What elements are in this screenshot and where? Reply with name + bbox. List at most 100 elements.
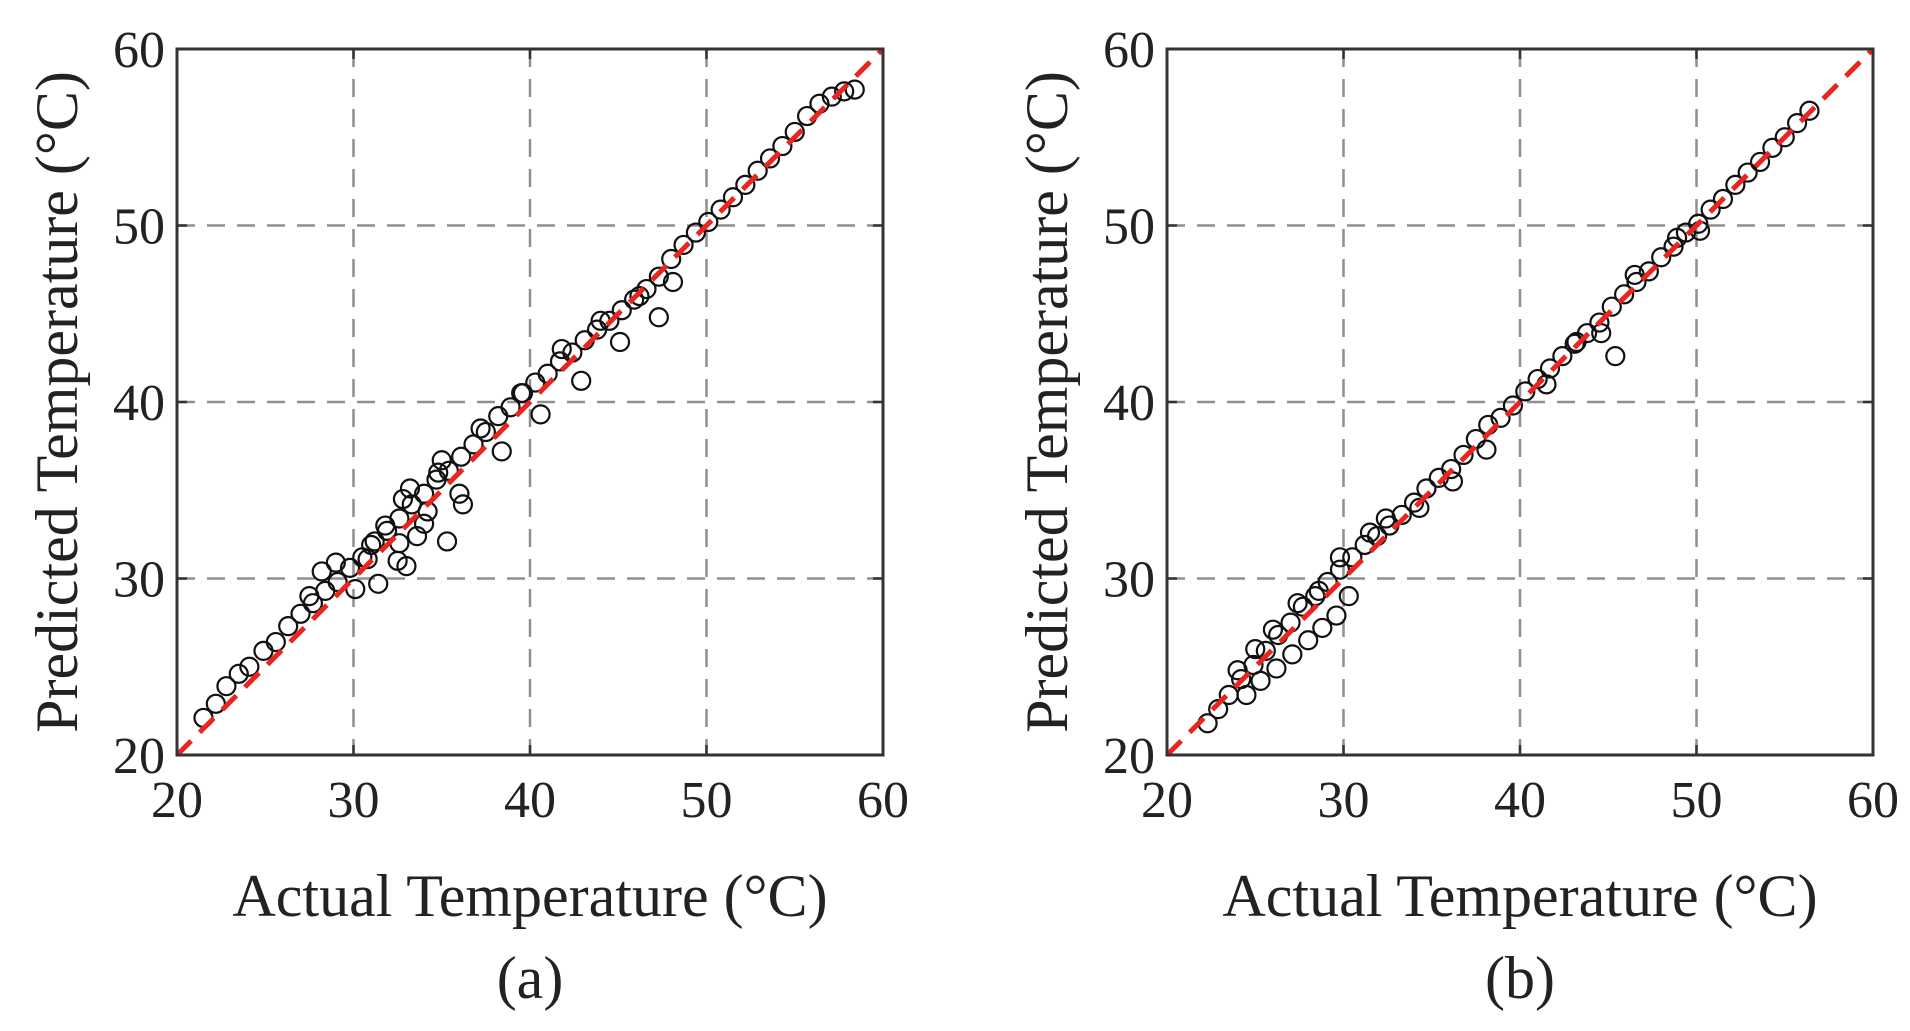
data-point	[311, 561, 332, 582]
x-tick-label: 50	[1671, 772, 1723, 829]
data-point	[511, 383, 532, 404]
data-point	[1626, 271, 1647, 293]
data-point	[698, 211, 719, 233]
data-point	[1208, 699, 1229, 720]
x-tick-label: 30	[1318, 772, 1370, 829]
data-point	[710, 199, 731, 220]
y-tick-label: 30	[113, 552, 165, 609]
data-point	[784, 121, 805, 143]
data-point	[1287, 593, 1308, 614]
data-point	[1651, 247, 1672, 268]
data-point	[1282, 644, 1303, 665]
data-point	[1338, 586, 1359, 607]
data-point	[772, 135, 793, 157]
data-point	[1250, 670, 1271, 691]
data-point	[364, 531, 385, 552]
data-point	[747, 160, 768, 181]
data-point	[399, 478, 421, 499]
y-tick-label: 20	[1103, 728, 1155, 785]
y-tick-label: 20	[113, 728, 165, 785]
reference-line	[1165, 47, 1875, 757]
data-point	[685, 222, 707, 243]
data-point	[1409, 497, 1430, 518]
y-tick-label: 60	[1103, 22, 1155, 79]
data-point	[228, 663, 249, 684]
y-axis-label: Predicted Temperature (°C)	[1014, 71, 1080, 733]
data-point	[1515, 381, 1536, 402]
data-point	[662, 271, 684, 293]
data-point	[392, 488, 414, 510]
data-point	[500, 397, 521, 418]
y-tick-label: 60	[113, 22, 165, 79]
data-point	[1298, 630, 1319, 651]
data-point	[239, 656, 260, 677]
data-point	[1329, 547, 1351, 568]
data-point	[1564, 333, 1585, 354]
chart-b: 20 30 40 50 60 20 30 40 50 60 Actual Temperature (…	[1014, 22, 1899, 1011]
x-tick-label: 20	[151, 772, 203, 829]
x-tick-label: 40	[504, 772, 556, 829]
data-point	[357, 548, 378, 570]
data-point	[551, 338, 572, 360]
x-axis-label: Actual Temperature (°C)	[232, 863, 827, 929]
data-point	[759, 148, 781, 169]
data-point	[1245, 638, 1266, 660]
reference-line	[175, 47, 885, 757]
data-point	[629, 286, 650, 307]
data-point	[1638, 261, 1659, 282]
data-point	[428, 462, 449, 483]
data-point	[1601, 296, 1622, 317]
data-point	[475, 421, 496, 443]
data-point	[599, 310, 620, 331]
data-point	[648, 307, 669, 328]
chart-a: 20 30 40 50 60 20 30 40 50 60 Actual Temperature (…	[24, 22, 909, 1011]
data-point	[1605, 346, 1626, 367]
data-point	[1663, 236, 1684, 257]
data-point	[1403, 492, 1425, 513]
data-point	[1359, 522, 1381, 543]
x-tick-label: 60	[1847, 772, 1899, 829]
chart-caption: (b)	[1485, 945, 1555, 1011]
y-tick-label: 50	[1103, 199, 1155, 256]
data-point	[216, 676, 237, 697]
data-point	[406, 526, 428, 547]
data-point	[1749, 151, 1771, 173]
x-tick-label: 20	[1141, 772, 1193, 829]
chart-caption: (a)	[497, 945, 564, 1011]
data-point	[1255, 640, 1276, 661]
data-point	[452, 494, 474, 515]
data-point	[821, 86, 842, 107]
data-point	[661, 248, 682, 270]
data-point	[636, 278, 657, 300]
data-point	[1453, 444, 1474, 466]
data-point	[1326, 605, 1347, 626]
x-tick-label: 60	[857, 772, 909, 829]
data-point	[1737, 162, 1758, 183]
data-point	[1502, 395, 1524, 416]
x-tick-label: 30	[328, 772, 380, 829]
data-point	[368, 573, 389, 594]
data-point	[414, 513, 435, 534]
data-point	[673, 234, 694, 256]
y-tick-label: 40	[113, 375, 165, 432]
y-axis-label: Predicted Temperature (°C)	[24, 71, 90, 733]
data-point	[735, 174, 756, 196]
data-point	[265, 631, 286, 653]
y-tick-label: 30	[1103, 552, 1155, 609]
data-point	[290, 603, 311, 624]
data-point	[1566, 331, 1587, 353]
data-point	[1552, 346, 1573, 367]
data-point	[611, 300, 632, 321]
data-point	[1476, 439, 1497, 460]
data-point	[1441, 458, 1462, 480]
data-point	[571, 370, 592, 391]
data-point	[1490, 407, 1511, 428]
data-point	[834, 81, 855, 102]
data-point	[339, 557, 361, 579]
data-point	[1712, 188, 1734, 210]
data-point	[1227, 660, 1248, 681]
data-point	[609, 331, 631, 353]
scatter-points	[193, 79, 865, 729]
data-point	[624, 289, 645, 310]
